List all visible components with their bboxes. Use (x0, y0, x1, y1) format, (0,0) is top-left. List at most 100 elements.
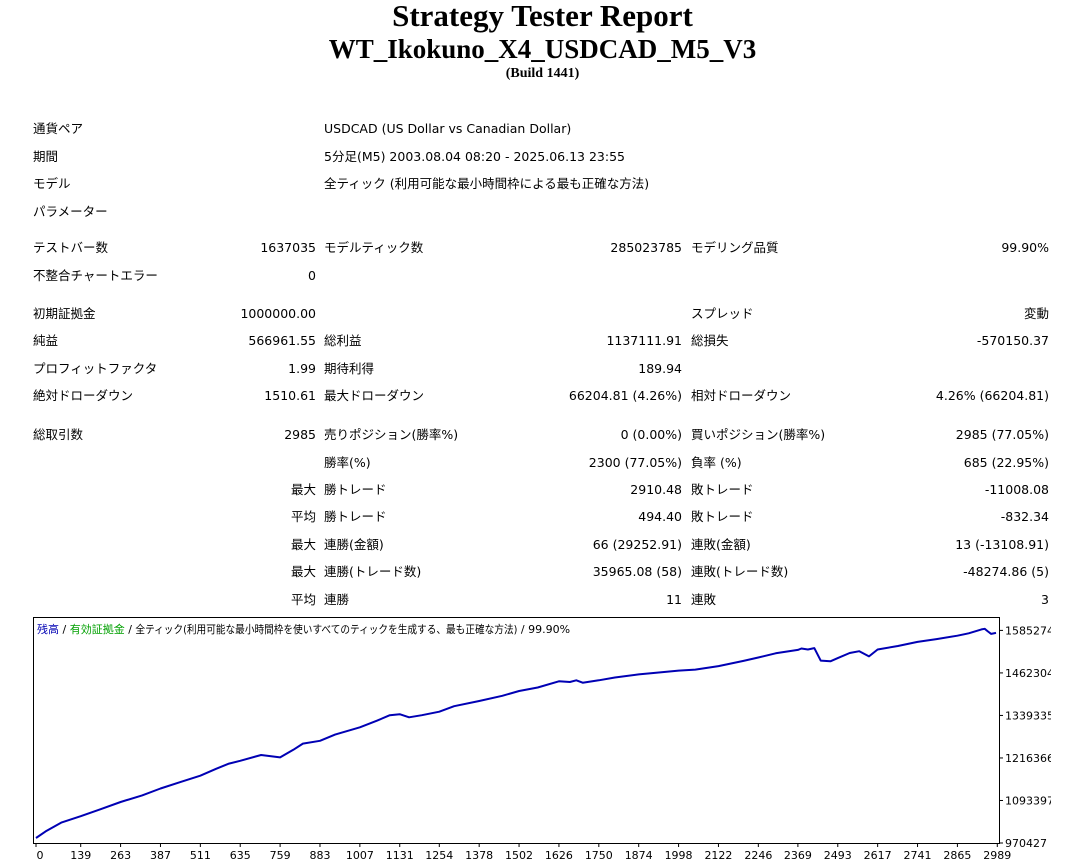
consec-losses-money-value: 13 (-13108.91) (955, 537, 1049, 552)
bars-label: テストバー数 (33, 240, 109, 255)
y-tick-label: 1216366 (1005, 752, 1051, 765)
consec-wins-money-label: 連勝(金額) (324, 537, 384, 552)
largest-loss-value: -11008.08 (984, 482, 1049, 497)
profit-factor-value: 1.99 (288, 361, 316, 376)
expected-payoff-label: 期待利得 (324, 361, 375, 376)
plot-frame (33, 617, 1000, 844)
period-label: 期間 (33, 149, 59, 164)
errors-label: 不整合チャートエラー (33, 268, 158, 283)
avg-win-label: 勝トレード (324, 509, 387, 524)
model-label: モデル (33, 176, 71, 191)
avg-consec-wins-value: 11 (666, 592, 682, 607)
largest-loss-label: 敗トレード (691, 482, 754, 497)
x-tick-label: 1874 (625, 849, 653, 862)
balance-chart: 残高 / 有効証拠金 / 全ティック(利用可能な最小時間枠を使いすべてのティック… (33, 617, 1051, 865)
gross-loss-label: 総損失 (691, 333, 729, 348)
x-axis: 0 139 263 387 511 635 759 883 1007 1131 1254 1378 15… (35, 843, 1011, 862)
abs-drawdown-value: 1510.61 (264, 388, 316, 403)
max-prefix-count: 最大 (290, 564, 316, 579)
x-tick-label: 1998 (665, 849, 693, 862)
x-tick-label: 2989 (983, 849, 1011, 862)
max-drawdown-value: 66204.81 (4.26%) (568, 388, 682, 403)
x-tick-label: 2493 (824, 849, 852, 862)
x-tick-label: 1378 (465, 849, 493, 862)
period-value: 5分足(M5) 2003.08.04 08:20 - 2025.06.13 23… (324, 149, 626, 164)
y-tick-label: 1585274 (1005, 624, 1051, 637)
x-tick-label: 2246 (744, 849, 772, 862)
params-label: パラメーター (33, 204, 108, 219)
series-layer (35, 627, 997, 839)
legend-balance: 残高 (37, 622, 59, 636)
x-tick-label: 2741 (904, 849, 932, 862)
abs-drawdown-label: 絶対ドローダウン (33, 388, 134, 403)
x-tick-label: 1750 (585, 849, 613, 862)
build-number: (Build 1441) (505, 66, 580, 81)
report-title: Strategy Tester Report (392, 0, 693, 33)
max-prefix-money: 最大 (290, 537, 316, 552)
total-trades-value: 2985 (284, 427, 316, 442)
x-tick-label: 1626 (545, 849, 573, 862)
deposit-label: 初期証拠金 (33, 306, 96, 321)
largest-win-label: 勝トレード (324, 482, 387, 497)
x-tick-label: 2865 (943, 849, 971, 862)
ticks-label: モデルティック数 (324, 240, 424, 255)
expected-payoff-value: 189.94 (638, 361, 682, 376)
largest-win-value: 2910.48 (630, 482, 682, 497)
profit-factor-label: プロフィットファクタ (33, 361, 158, 376)
long-positions-label: 買いポジション(勝率%) (691, 427, 826, 442)
x-tick-label: 1007 (346, 849, 374, 862)
net-profit-value: 566961.55 (248, 333, 316, 348)
x-tick-label: 883 (309, 849, 330, 862)
x-tick-label: 1131 (386, 849, 414, 862)
win-rate-value: 2300 (77.05%) (588, 455, 682, 470)
loss-rate-label: 負率 (%) (691, 455, 742, 470)
errors-value: 0 (308, 268, 316, 283)
y-tick-label: 1462304 (1005, 667, 1051, 680)
bars-value: 1637035 (260, 240, 316, 255)
avg-loss-value: -832.34 (1000, 509, 1049, 524)
legend-quality: 99.90% (528, 623, 570, 636)
max-drawdown-label: 最大ドローダウン (324, 388, 425, 403)
gross-profit-value: 1137111.91 (606, 333, 682, 348)
x-tick-label: 0 (37, 849, 44, 862)
spread-value: 変動 (1023, 306, 1049, 321)
avg-consec-losses-label: 連敗 (691, 592, 717, 607)
x-tick-label: 2369 (784, 849, 812, 862)
legend-sep-1: / (59, 623, 70, 636)
y-axis: 970427 1093397 1216366 1339335 1462304 158527… (999, 624, 1051, 850)
x-tick-label: 511 (190, 849, 211, 862)
net-profit-label: 純益 (33, 333, 59, 348)
largest-prefix: 最大 (290, 482, 316, 497)
y-tick-label: 1339335 (1005, 709, 1051, 722)
x-tick-label: 1502 (505, 849, 533, 862)
x-tick-label: 2122 (704, 849, 732, 862)
avg-consec-losses-value: 3 (1041, 592, 1049, 607)
legend-sep-2: / (125, 623, 136, 636)
short-positions-label: 売りポジション(勝率%) (324, 427, 459, 442)
consec-losses-money-label: 連敗(金額) (691, 537, 751, 552)
consec-wins-count-label: 連勝(トレード数) (324, 564, 422, 579)
consec-losses-count-label: 連敗(トレード数) (691, 564, 789, 579)
x-tick-label: 387 (150, 849, 171, 862)
x-tick-label: 1254 (425, 849, 453, 862)
pair-value: USDCAD (US Dollar vs Canadian Dollar) (324, 121, 572, 136)
consec-losses-count-value: -48274.86 (5) (963, 564, 1049, 579)
x-tick-label: 263 (110, 849, 131, 862)
short-positions-value: 0 (0.00%) (620, 427, 682, 442)
avg-consec-wins-label: 連勝 (324, 592, 350, 607)
spread-label: スプレッド (691, 306, 754, 321)
average-prefix-consec: 平均 (290, 592, 316, 607)
avg-win-value: 494.40 (638, 509, 682, 524)
gross-loss-value: -570150.37 (976, 333, 1049, 348)
rel-drawdown-label: 相対ドローダウン (691, 388, 792, 403)
rel-drawdown-value: 4.26% (66204.81) (935, 388, 1049, 403)
chart-legend: 残高 / 有効証拠金 / 全ティック(利用可能な最小時間枠を使いすべてのティック… (37, 622, 570, 636)
consec-wins-count-value: 35965.08 (58) (592, 564, 682, 579)
x-tick-label: 2617 (864, 849, 892, 862)
quality-value: 99.90% (1001, 240, 1049, 255)
win-rate-label: 勝率(%) (324, 455, 371, 470)
x-tick-label: 635 (230, 849, 251, 862)
loss-rate-value: 685 (22.95%) (963, 455, 1049, 470)
y-tick-label: 1093397 (1005, 794, 1051, 807)
x-tick-label: 759 (270, 849, 291, 862)
